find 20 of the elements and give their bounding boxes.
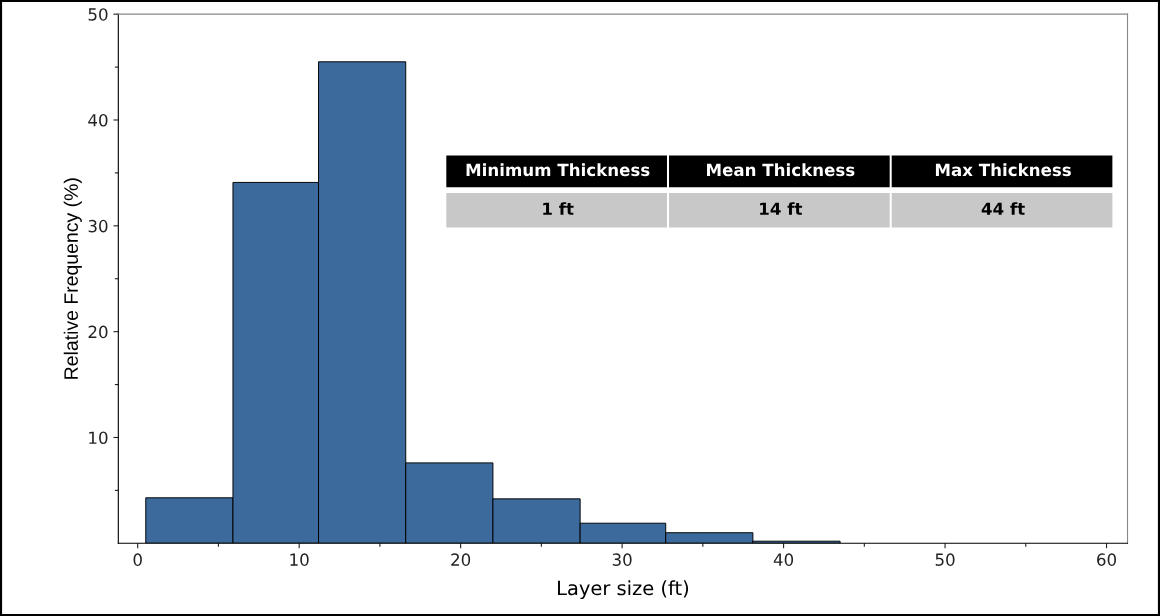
annotation: Max Thickness bbox=[935, 163, 1071, 177]
y-tick-label: 40 bbox=[88, 113, 108, 127]
y-tick-label: 10 bbox=[89, 431, 108, 445]
annotation: 44 ft bbox=[981, 202, 1025, 215]
y-axis-title: Relative Frequency (%) bbox=[63, 178, 82, 379]
x-tick-label: 30 bbox=[612, 553, 632, 566]
x-tick-label: 40 bbox=[773, 553, 794, 566]
annotation: 1 ft bbox=[543, 202, 574, 215]
x-tick-label: 60 bbox=[1097, 553, 1117, 566]
x-axis-title: Layer size (ft) bbox=[558, 580, 689, 600]
x-tick-label: 20 bbox=[451, 553, 471, 566]
annotation: 14 ft bbox=[760, 202, 803, 215]
y-tick-label: 50 bbox=[88, 8, 108, 21]
x-tick-label: 10 bbox=[290, 553, 309, 566]
x-tick-label: 50 bbox=[935, 553, 955, 566]
y-tick-label: 20 bbox=[88, 325, 108, 339]
annotation: Minimum Thickness bbox=[466, 163, 650, 177]
x-tick-label: 0 bbox=[133, 553, 142, 566]
annotation: Mean Thickness bbox=[707, 163, 855, 177]
y-tick-label: 30 bbox=[88, 219, 108, 233]
